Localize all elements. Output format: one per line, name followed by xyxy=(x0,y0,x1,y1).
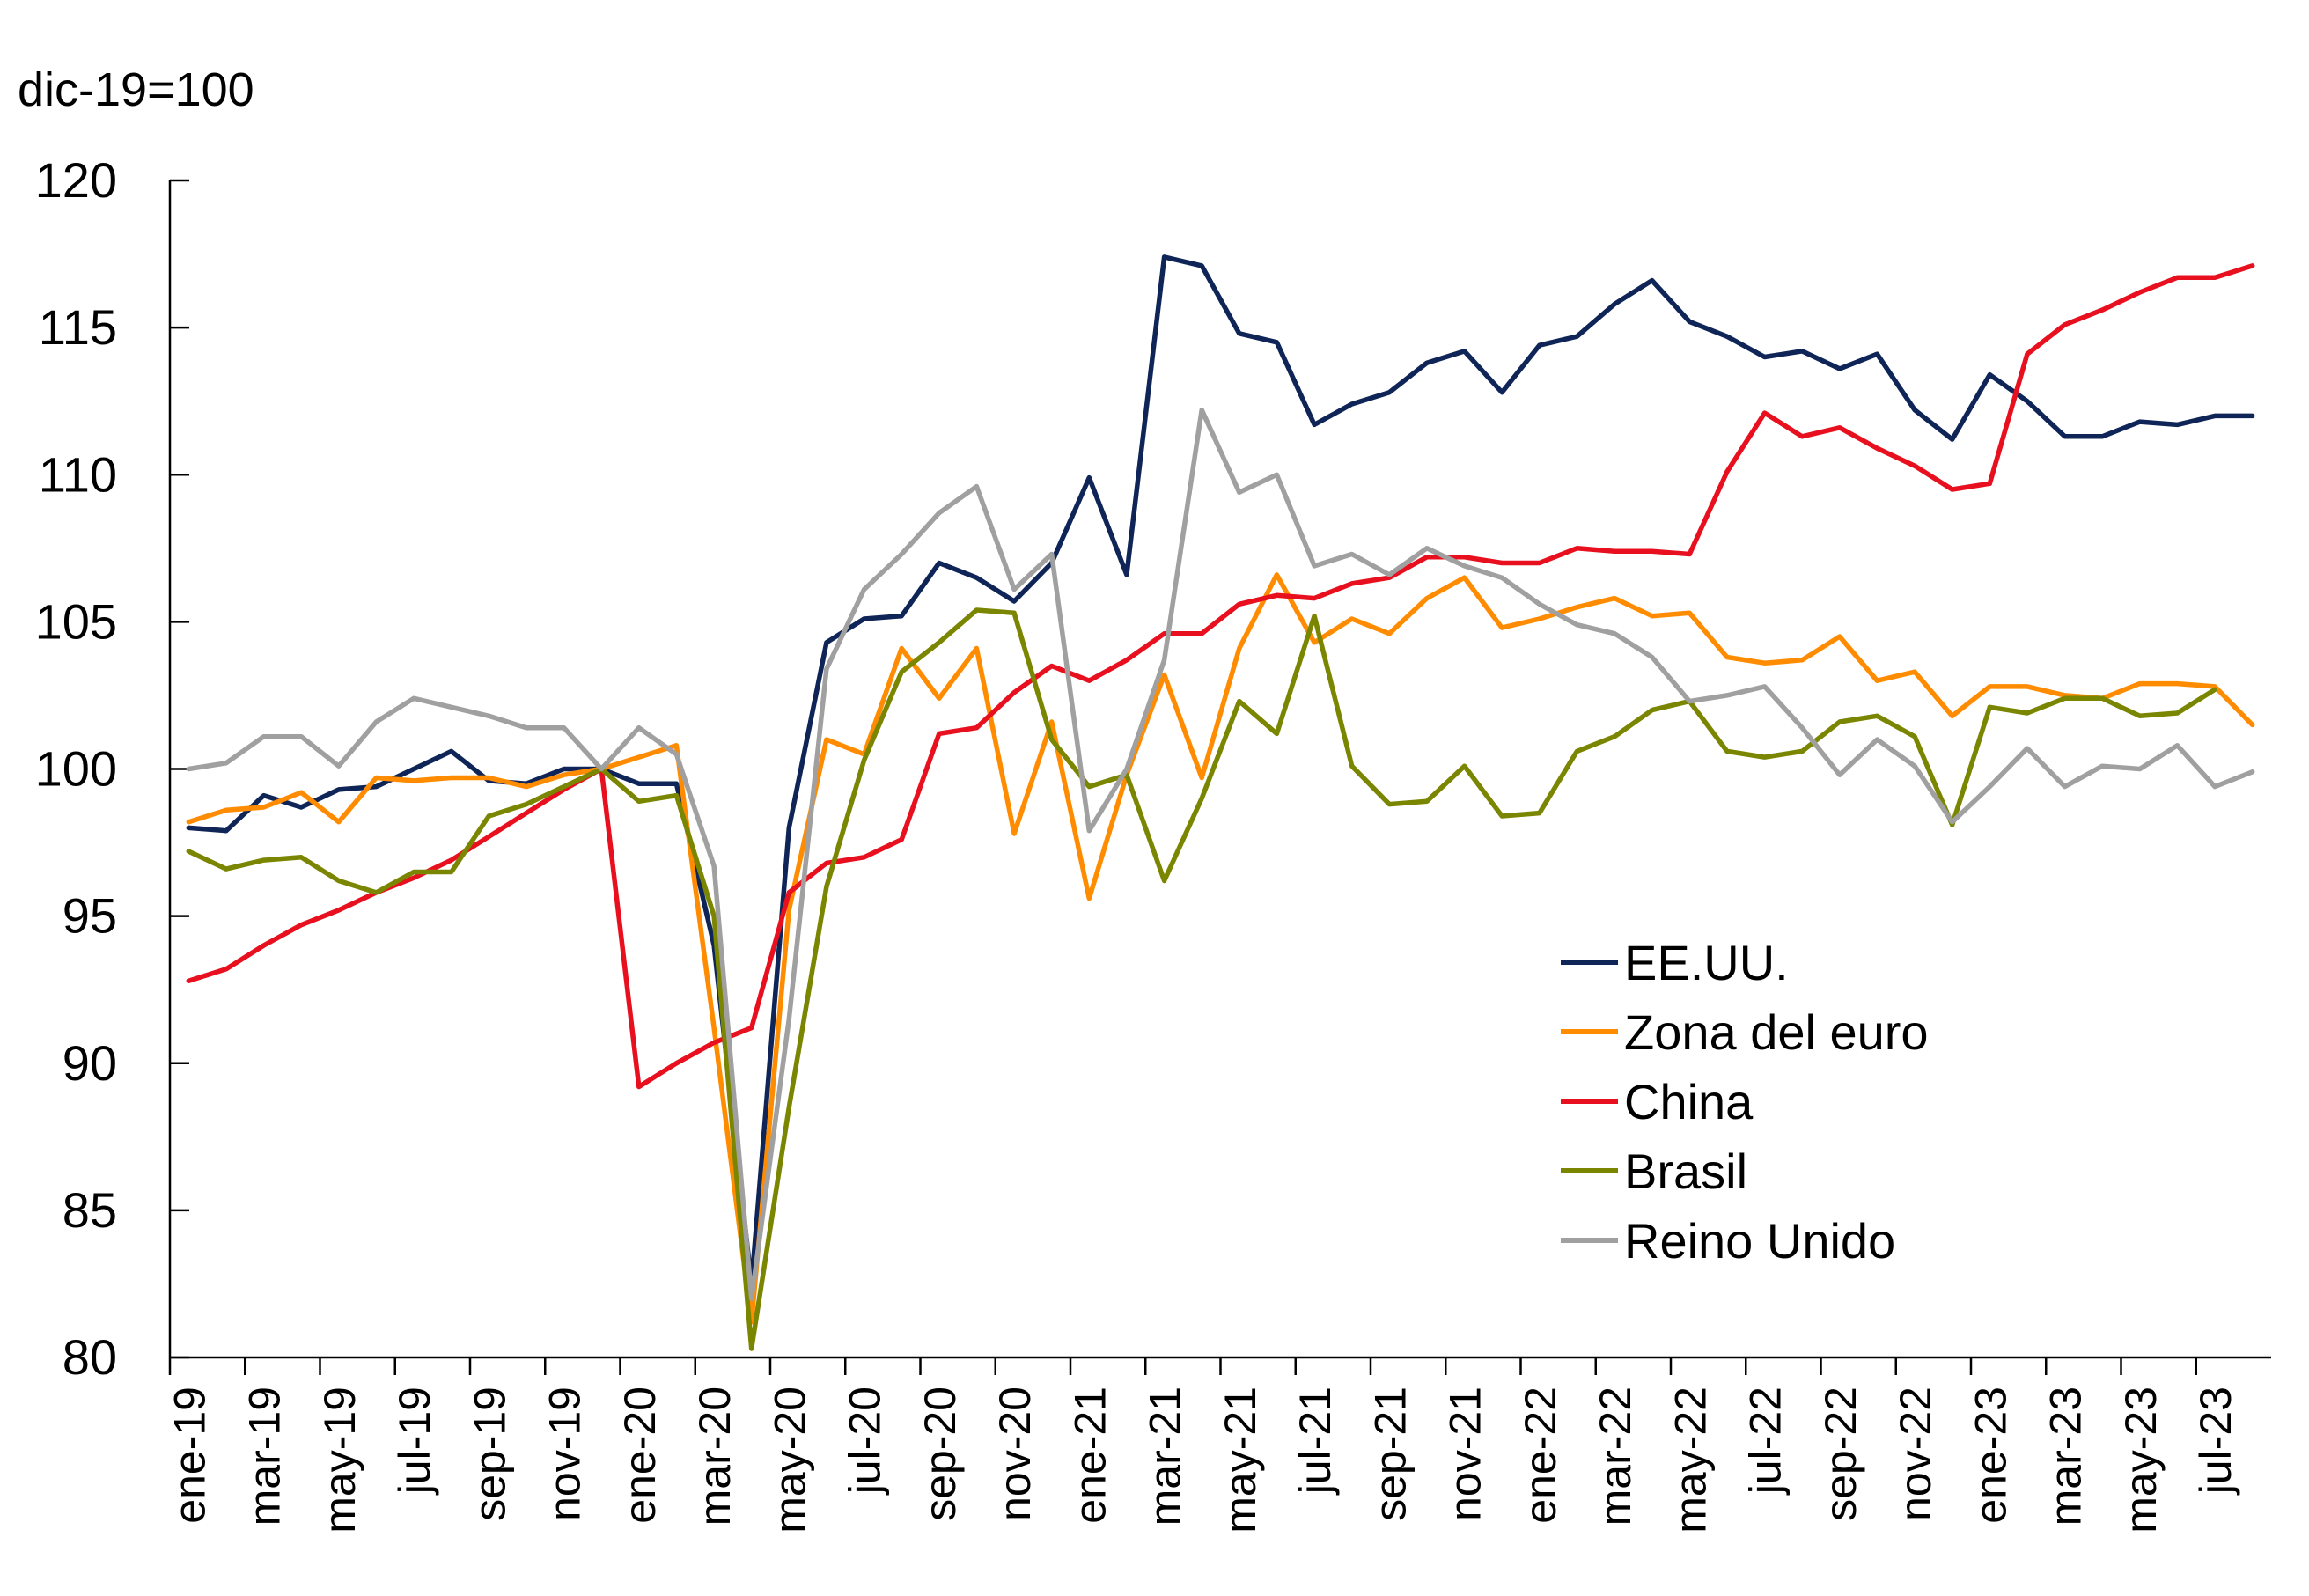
x-tick-label: mar-22 xyxy=(1591,1386,1640,1526)
x-tick-label: sep-21 xyxy=(1365,1386,1415,1521)
x-tick-label: mar-21 xyxy=(1141,1386,1190,1526)
legend-label: EE.UU. xyxy=(1624,935,1789,990)
series-line-brasil xyxy=(186,607,2217,1351)
y-tick-label: 90 xyxy=(63,1035,117,1091)
x-tick-label: nov-21 xyxy=(1441,1386,1490,1521)
y-tick-label: 110 xyxy=(39,446,117,502)
y-tick-label: 100 xyxy=(35,741,117,797)
y-tick-label: 115 xyxy=(39,299,117,355)
x-tick-label: may-23 xyxy=(2116,1386,2166,1533)
x-tick-label: ene-21 xyxy=(1065,1386,1114,1524)
x-tick-label: jul-21 xyxy=(1291,1386,1340,1496)
x-tick-label: sep-20 xyxy=(916,1386,965,1521)
x-tick-label: nov-22 xyxy=(1891,1386,1940,1521)
x-tick-label: may-21 xyxy=(1216,1386,1265,1533)
series-line-china xyxy=(186,263,2255,1090)
x-tick-label: ene-19 xyxy=(165,1386,214,1524)
x-tick-label: mar-19 xyxy=(240,1386,290,1526)
y-tick-label: 105 xyxy=(35,593,117,649)
legend: EE.UU. Zona del euro China Brasil Reino Unid… xyxy=(1561,935,1929,1269)
y-tick-label: 95 xyxy=(63,888,117,944)
x-tick-label: mar-20 xyxy=(690,1386,739,1526)
series-line-zona-del-euro xyxy=(186,572,2255,1325)
x-tick-label: may-20 xyxy=(765,1386,814,1533)
series-line-ee-uu xyxy=(186,254,2255,1287)
x-tick-label: sep-19 xyxy=(465,1386,514,1521)
y-unit-label: dic-19=100 xyxy=(18,63,254,116)
x-tick-label: may-19 xyxy=(315,1386,364,1533)
x-tick-label: mar-23 xyxy=(2041,1386,2091,1526)
y-tick-label: 80 xyxy=(63,1329,117,1385)
y-tick-label: 120 xyxy=(35,152,117,208)
x-tick-label: jul-23 xyxy=(2191,1386,2240,1496)
y-axis: 80 85 90 95 100 105 110 115 120 xyxy=(35,152,189,1385)
series-lines xyxy=(186,254,2255,1351)
series-line-reino-unido xyxy=(186,407,2255,1301)
legend-label: China xyxy=(1624,1074,1754,1129)
x-tick-label: ene-20 xyxy=(615,1386,665,1524)
x-tick-label: nov-20 xyxy=(990,1386,1040,1521)
x-axis: ene-19 mar-19 may-19 jul-19 sep-19 nov-19 ene-… xyxy=(165,1356,2271,1533)
y-tick-label: 85 xyxy=(63,1182,117,1238)
x-tick-label: may-22 xyxy=(1666,1386,1715,1533)
x-tick-label: jul-20 xyxy=(841,1386,890,1496)
legend-label: Reino Unido xyxy=(1624,1213,1895,1269)
legend-label: Zona del euro xyxy=(1624,1004,1929,1060)
x-tick-label: ene-22 xyxy=(1516,1386,1565,1524)
x-tick-label: jul-19 xyxy=(390,1386,439,1496)
x-tick-label: nov-19 xyxy=(540,1386,590,1521)
x-tick-label: jul-22 xyxy=(1741,1386,1791,1496)
x-tick-label: sep-22 xyxy=(1816,1386,1865,1521)
legend-label: Brasil xyxy=(1624,1144,1747,1199)
x-tick-label: ene-23 xyxy=(1966,1386,2015,1524)
